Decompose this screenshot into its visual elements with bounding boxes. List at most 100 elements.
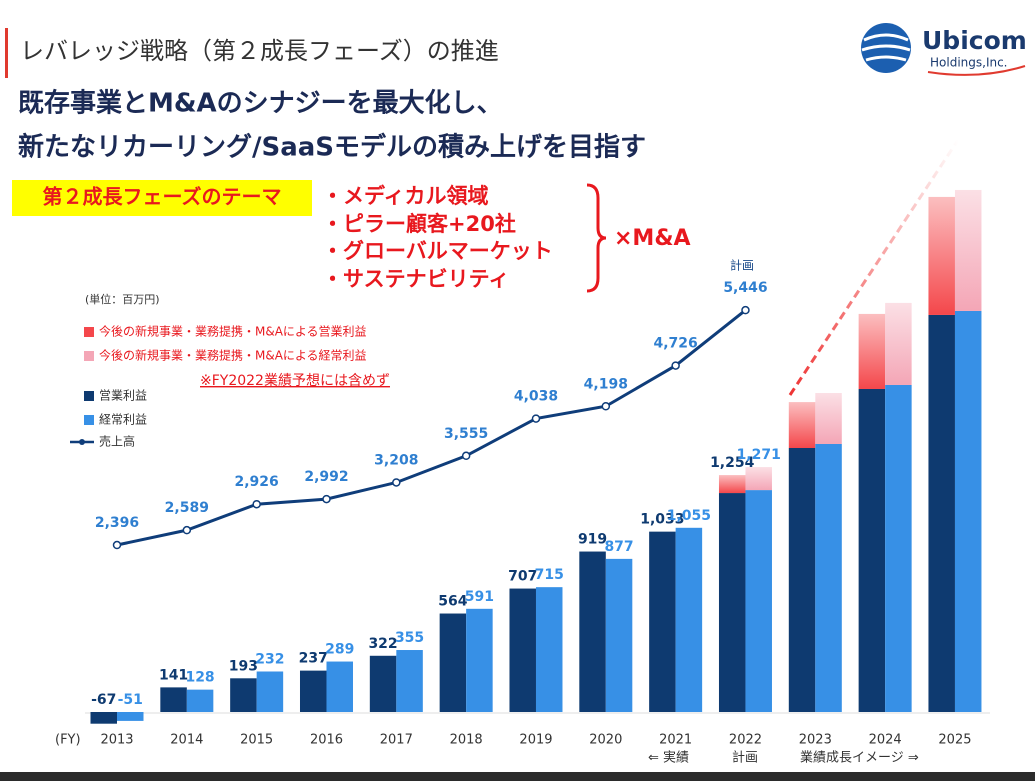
growth-segment [954,189,982,311]
legend-label: 今後の新規事業・業務提携・M&Aによる経常利益 [99,348,367,363]
legend-label: 今後の新規事業・業務提携・M&Aによる営業利益 [99,324,367,339]
growth-segment [858,313,886,389]
sales-point [741,305,750,315]
data-label: 128 [185,670,214,686]
data-label: 1,254 [710,455,755,471]
x-tick-label: 2024 [869,733,902,748]
bar [466,608,493,712]
bar [718,493,746,712]
data-label: 1,033 [640,512,684,528]
sales-point [671,361,680,370]
x-tick-label: 2022 [729,733,762,748]
bar [160,687,187,712]
sales-point [182,525,192,535]
data-label: 289 [325,642,354,658]
sales-point [601,402,611,411]
sales-label: 2,926 [235,474,279,490]
title-accent [5,28,8,78]
theme-item: ・グローバルマーケット [322,239,553,263]
legend-swatch [84,351,94,361]
logo-name: Ubicom [922,26,1027,55]
bar [675,527,703,712]
data-label: 232 [255,651,284,667]
x-tick-label: 2018 [450,733,483,748]
sales-line [116,308,747,547]
data-label: 1,271 [737,447,781,463]
logo-swoosh [927,65,1026,76]
bar [117,712,144,721]
sales-point [392,478,401,487]
theme-label: 第２成長フェーズのテーマ [43,185,282,209]
logo-lines [861,33,911,62]
bar [649,531,676,712]
logo-sub: Holdings,Inc. [930,56,1008,70]
data-label: 707 [508,569,537,585]
sales-point [322,494,331,504]
bar [509,588,536,712]
data-label: 141 [159,667,188,683]
data-label: 322 [368,636,397,652]
theme-suffix: ×M&A [614,226,691,251]
note: ※FY2022業績予想には含めず [200,373,390,389]
bar [788,448,816,712]
sales-label: 4,726 [653,336,697,352]
data-label: -67 [91,692,116,708]
legend-label: 営業利益 [99,389,147,403]
unit-note: (単位：百万円) [85,292,160,306]
legend-swatch [84,391,94,401]
theme-item: ・メディカル領域 [322,184,489,208]
growth-segment [928,196,955,315]
x-tick-label: 2014 [170,733,203,748]
bar [745,490,772,712]
bar [885,384,912,712]
theme-item: ・ピラー顧客+20社 [322,212,516,236]
bar [230,678,257,712]
x-tick-label: 2019 [519,733,552,748]
data-label: 1,055 [667,508,711,524]
data-label: 237 [299,651,328,667]
sales-label: 5,446 [723,280,767,296]
theme-item: ・サステナビリティ [322,267,509,291]
image-label: 業績成長イメージ ⇒ [800,750,919,766]
x-tick-label: 2021 [659,733,692,748]
sales-point [531,414,541,423]
legend-swatch [84,415,94,425]
legend-label: 経常利益 [99,413,147,427]
x-tick-label: 2023 [799,733,832,748]
growth-segment [815,393,842,444]
bar [396,650,423,712]
x-tick-label: 2017 [380,733,413,748]
sales-label: 4,038 [514,389,558,405]
bar [369,655,397,712]
bracket [586,183,607,293]
bottom-strip [0,772,1035,781]
x-tick-label: 2025 [938,733,971,748]
growth-arrow [788,139,960,396]
growth-segment [788,402,816,449]
bar [928,314,955,712]
bar [439,613,467,712]
data-label: 591 [465,589,494,605]
growth-segment [718,475,746,494]
headline: 既存事業とM&Aのシナジーを最大化し、 [18,89,503,119]
x-tick-label: 2015 [240,733,273,748]
bar [579,551,606,712]
legend-label: 売上高 [99,434,135,449]
data-label: 715 [535,567,564,583]
sales-label: 3,555 [444,426,488,442]
bar [90,712,117,724]
data-label: 877 [604,539,633,555]
data-label: 919 [578,532,607,548]
x-tick-label: 2020 [589,733,622,748]
bar [299,670,327,712]
theme-box [12,180,312,216]
sales-point [461,451,471,461]
data-label: 355 [395,630,424,646]
sales-label: 3,208 [374,452,418,468]
sales-label: 4,198 [584,376,628,392]
bar [535,587,563,712]
sales-label: 2,992 [304,469,348,485]
bar [326,661,353,712]
bar [186,689,214,712]
